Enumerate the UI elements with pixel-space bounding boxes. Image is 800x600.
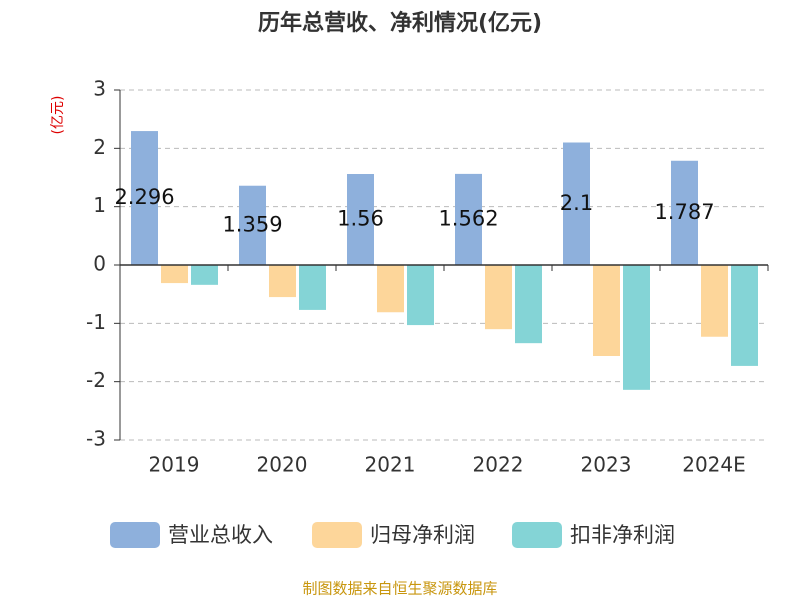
bar xyxy=(269,265,296,298)
y-tick-label: -1 xyxy=(86,310,106,334)
y-tick-label: -2 xyxy=(86,368,106,392)
y-tick-label: 3 xyxy=(93,77,106,101)
bar xyxy=(239,185,266,265)
bar xyxy=(377,265,404,313)
y-tick-label: 1 xyxy=(93,193,106,217)
source-note: 制图数据来自恒生聚源数据库 xyxy=(302,580,497,598)
data-label: 1.562 xyxy=(438,206,498,230)
bar xyxy=(347,174,374,265)
y-tick-label: -3 xyxy=(86,427,106,451)
legend-swatch xyxy=(312,522,362,548)
legend-label: 营业总收入 xyxy=(168,523,273,547)
bar xyxy=(731,265,758,366)
data-label: 1.787 xyxy=(654,200,714,224)
legend-swatch xyxy=(110,522,160,548)
data-label: 1.359 xyxy=(222,212,282,236)
legend-label: 归母净利润 xyxy=(370,523,475,547)
bar xyxy=(191,265,218,285)
y-tick-label: 2 xyxy=(93,135,106,159)
x-tick-label: 2019 xyxy=(149,453,200,477)
y-axis-label: (亿元) xyxy=(50,96,66,135)
bar xyxy=(131,131,158,265)
y-tick-label: 0 xyxy=(93,252,106,276)
bar xyxy=(299,265,326,310)
data-label: 2.296 xyxy=(114,185,174,209)
bar xyxy=(701,265,728,337)
bar xyxy=(485,265,512,330)
bar xyxy=(407,265,434,326)
data-label: 1.56 xyxy=(337,207,384,231)
bar xyxy=(515,265,542,344)
x-tick-label: 2022 xyxy=(473,453,524,477)
x-tick-label: 2023 xyxy=(581,453,632,477)
x-tick-label: 2021 xyxy=(365,453,416,477)
bar xyxy=(671,160,698,265)
legend-label: 扣非净利润 xyxy=(570,523,675,547)
x-tick-label: 2020 xyxy=(257,453,308,477)
bar xyxy=(593,265,620,356)
x-tick-label: 2024E xyxy=(682,453,746,477)
data-label: 2.1 xyxy=(560,191,593,215)
bar xyxy=(455,173,482,265)
bar xyxy=(563,142,590,265)
bar xyxy=(161,265,188,284)
bar xyxy=(623,265,650,390)
legend-swatch xyxy=(512,522,562,548)
chart-title: 历年总营收、净利情况(亿元) xyxy=(258,10,542,36)
